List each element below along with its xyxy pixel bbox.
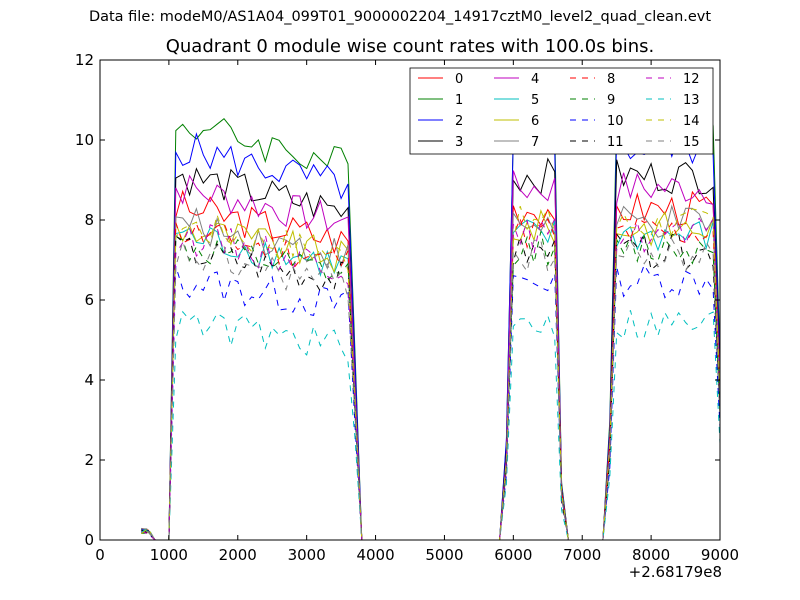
x-tick-label: 4000 bbox=[356, 546, 394, 564]
legend-label-6: 6 bbox=[531, 114, 539, 129]
chart-title: Quadrant 0 module wise count rates with … bbox=[165, 36, 655, 57]
legend-label-14: 14 bbox=[683, 114, 700, 129]
x-tick-label: 1000 bbox=[150, 546, 188, 564]
y-tick-label: 0 bbox=[84, 531, 94, 549]
x-tick-label: 9000 bbox=[701, 546, 739, 564]
y-tick-label: 4 bbox=[84, 371, 94, 389]
y-tick-label: 8 bbox=[84, 211, 94, 229]
legend-label-15: 15 bbox=[683, 135, 700, 150]
axis-ticks: 0 1000 2000 3000 4000 5000 6000 7000 8000 9000 0 2 4… bbox=[75, 51, 739, 564]
x-tick-label: 6000 bbox=[494, 546, 532, 564]
legend-label-1: 1 bbox=[455, 93, 463, 108]
y-tick-label: 6 bbox=[84, 291, 94, 309]
legend-label-4: 4 bbox=[531, 72, 539, 87]
series-line-15 bbox=[141, 237, 721, 541]
x-tick-label: 3000 bbox=[288, 546, 326, 564]
x-tick-label: 0 bbox=[95, 546, 105, 564]
legend-label-9: 9 bbox=[607, 93, 615, 108]
x-tick-label: 8000 bbox=[632, 546, 670, 564]
y-tick-label: 2 bbox=[84, 451, 94, 469]
x-tick-label: 2000 bbox=[219, 546, 257, 564]
y-tick-label: 10 bbox=[75, 131, 94, 149]
legend-label-0: 0 bbox=[455, 72, 463, 87]
x-tick-label: 7000 bbox=[563, 546, 601, 564]
legend-label-3: 3 bbox=[455, 135, 463, 150]
x-tick-label: 5000 bbox=[425, 546, 463, 564]
legend-label-8: 8 bbox=[607, 72, 615, 87]
figure-suptitle: Data file: modeM0/AS1A04_099T01_90000022… bbox=[88, 9, 712, 25]
y-tick-label: 12 bbox=[75, 51, 94, 69]
x-axis-offset-label: +2.68179e8 bbox=[628, 563, 722, 581]
legend-label-13: 13 bbox=[683, 93, 700, 108]
legend-box bbox=[409, 67, 714, 155]
legend-label-7: 7 bbox=[531, 135, 539, 150]
legend-label-12: 12 bbox=[683, 72, 700, 87]
legend-label-11: 11 bbox=[607, 135, 624, 150]
legend-label-10: 10 bbox=[607, 114, 624, 129]
legend-label-5: 5 bbox=[531, 93, 539, 108]
legend-label-2: 2 bbox=[455, 114, 463, 129]
